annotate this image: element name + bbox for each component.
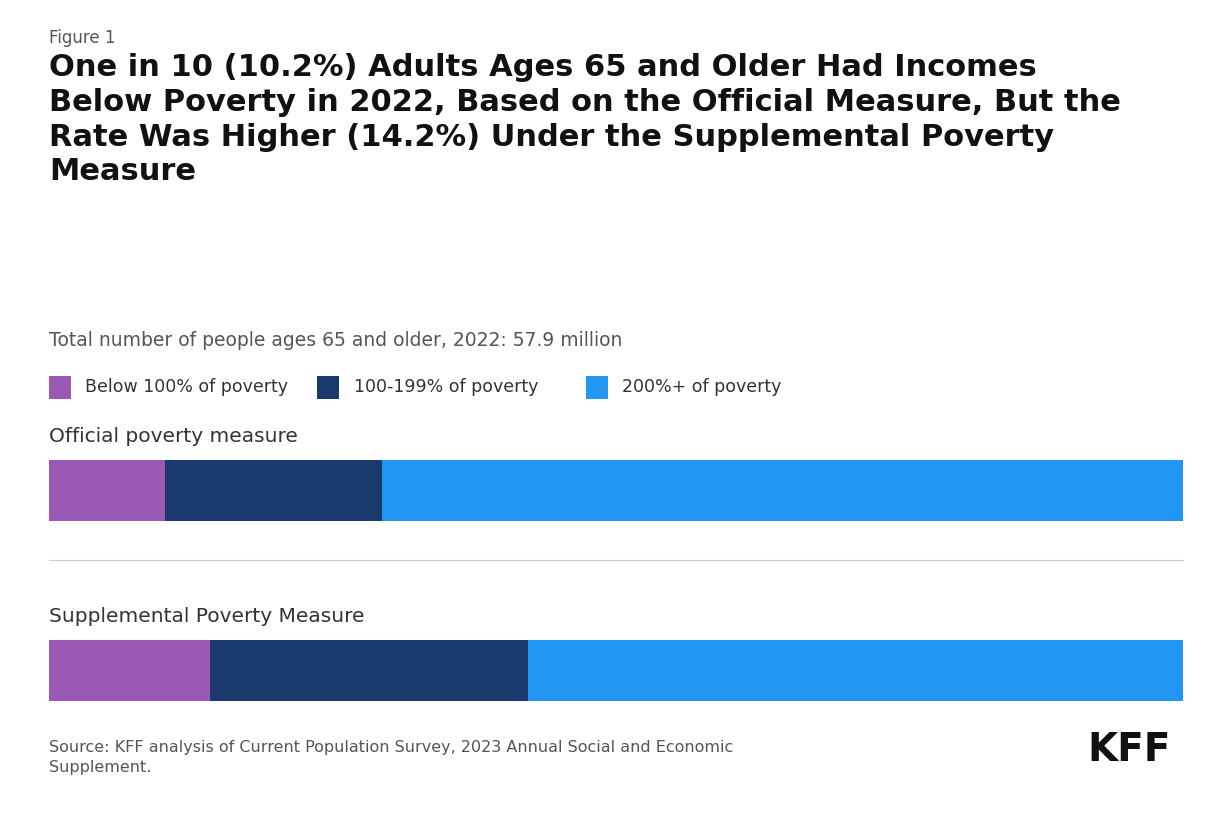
- FancyBboxPatch shape: [165, 460, 382, 522]
- Text: Figure 1: Figure 1: [49, 29, 116, 47]
- Text: 200%+ of poverty: 200%+ of poverty: [622, 378, 782, 396]
- Text: Below 100% of poverty: Below 100% of poverty: [85, 378, 288, 396]
- FancyBboxPatch shape: [49, 376, 71, 399]
- FancyBboxPatch shape: [210, 640, 528, 702]
- FancyBboxPatch shape: [49, 460, 165, 522]
- Text: Total number of people ages 65 and older, 2022: 57.9 million: Total number of people ages 65 and older…: [49, 331, 622, 350]
- FancyBboxPatch shape: [528, 640, 1183, 702]
- Text: 100-199% of poverty: 100-199% of poverty: [354, 378, 538, 396]
- Text: Source: KFF analysis of Current Population Survey, 2023 Annual Social and Econom: Source: KFF analysis of Current Populati…: [49, 740, 733, 775]
- Text: Official poverty measure: Official poverty measure: [49, 427, 298, 446]
- Text: 19.2%: 19.2%: [239, 481, 307, 501]
- Text: 10.2%: 10.2%: [73, 481, 140, 501]
- Text: Supplemental Poverty Measure: Supplemental Poverty Measure: [49, 607, 365, 626]
- FancyBboxPatch shape: [317, 376, 339, 399]
- Text: 70.6%: 70.6%: [749, 481, 816, 501]
- Text: 28.1%: 28.1%: [336, 661, 403, 681]
- Text: 57.8%: 57.8%: [822, 661, 889, 681]
- Text: KFF: KFF: [1088, 731, 1171, 769]
- Text: 14.2%: 14.2%: [95, 661, 163, 681]
- Text: One in 10 (10.2%) Adults Ages 65 and Older Had Incomes
Below Poverty in 2022, Ba: One in 10 (10.2%) Adults Ages 65 and Old…: [49, 53, 1121, 187]
- FancyBboxPatch shape: [382, 460, 1183, 522]
- FancyBboxPatch shape: [49, 640, 210, 702]
- FancyBboxPatch shape: [586, 376, 608, 399]
